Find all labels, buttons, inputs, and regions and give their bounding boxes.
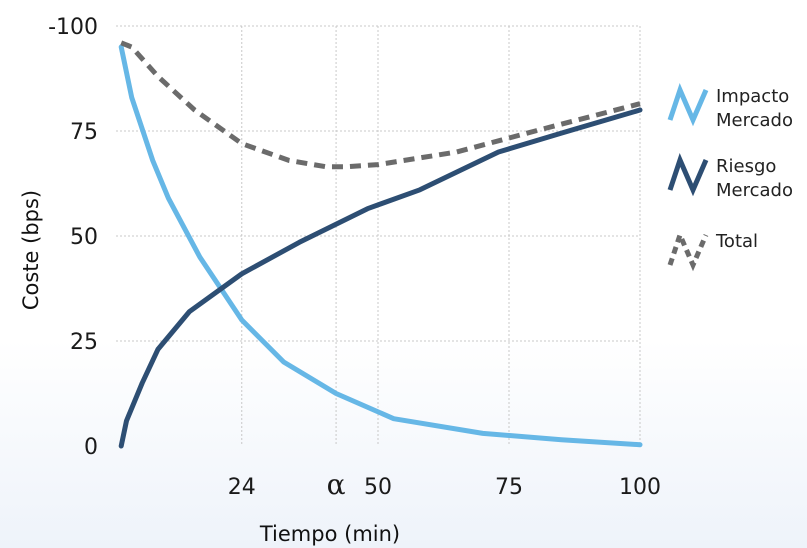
legend-label-0-0: Impacto [716,86,789,107]
series-lines [121,43,640,446]
grid-lines [116,26,640,446]
legend-label-0-1: Mercado [716,110,793,131]
series-line-1 [121,110,640,446]
legend-swatch-0 [670,90,706,120]
x-tick-label-1: α [327,468,346,501]
y-axis-ticks: 0 25 50 75 -100 [48,15,98,460]
legend-swatch-2 [670,235,706,265]
series-line-2 [121,43,640,167]
y-tick-label-3: 75 [70,120,98,145]
legend-label-2: Total [715,231,758,252]
y-tick-label-1: 25 [70,330,98,355]
y-tick-label-0: 0 [84,435,98,460]
series-line-0 [121,47,640,445]
x-tick-label-2: 50 [364,475,392,500]
legend: Impacto Mercado Riesgo Mercado Total [670,86,793,265]
legend-label-1-1: Mercado [716,180,793,201]
y-tick-label-4: -100 [48,15,98,40]
x-axis-title: Tiempo (min) [259,522,400,546]
y-axis-title: Coste (bps) [19,190,43,310]
x-axis-ticks: 24 α 50 75 100 [228,468,661,501]
x-tick-label-3: 75 [495,475,523,500]
y-tick-label-2: 50 [70,225,98,250]
legend-label-1-0: Riesgo [716,156,776,177]
x-tick-label-4: 100 [619,475,661,500]
legend-swatch-1 [670,160,706,190]
x-tick-label-0: 24 [228,475,256,500]
